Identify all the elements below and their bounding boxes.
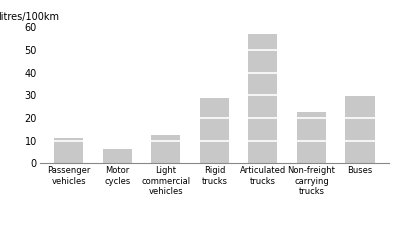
Bar <box>200 98 229 163</box>
Bar <box>249 34 278 163</box>
Bar <box>103 149 132 163</box>
Text: litres/100km: litres/100km <box>0 12 59 22</box>
Bar <box>345 96 374 163</box>
Bar <box>54 138 83 163</box>
Bar <box>297 112 326 163</box>
Bar <box>151 135 180 163</box>
